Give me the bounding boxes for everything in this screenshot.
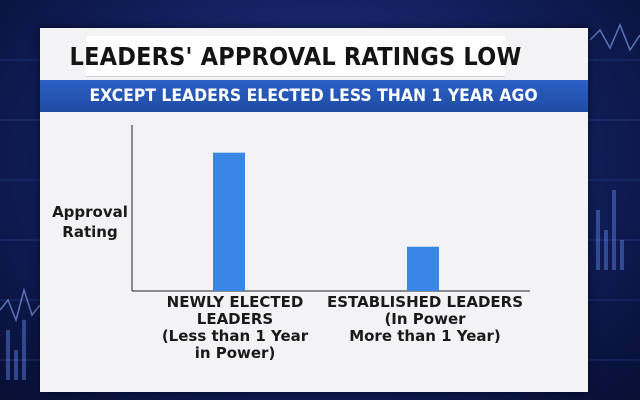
- category-1-line-1: ESTABLISHED LEADERS: [326, 293, 524, 311]
- category-label-newly-elected: NEWLY ELECTED LEADERS (Less than 1 Year …: [150, 294, 320, 362]
- category-1-note-2: More than 1 Year): [349, 327, 501, 345]
- category-0-note-2: in Power): [194, 344, 276, 362]
- y-axis-label-line-2: Rating: [62, 223, 118, 241]
- category-0-line-2: LEADERS: [196, 310, 274, 328]
- category-0-line-1: NEWLY ELECTED: [166, 293, 304, 311]
- bar-newly-elected-leaders: [213, 152, 245, 291]
- category-1-note-1: (In Power: [384, 310, 466, 328]
- chart-subtitle-text: EXCEPT LEADERS ELECTED LESS THAN 1 YEAR …: [89, 86, 539, 106]
- category-0-note-1: (Less than 1 Year: [161, 327, 309, 345]
- chart-title: LEADERS' APPROVAL RATINGS LOW: [70, 36, 521, 77]
- y-axis-label-line-1: Approval: [52, 203, 128, 221]
- bar-established-leaders: [407, 246, 439, 291]
- chart-subtitle: EXCEPT LEADERS ELECTED LESS THAN 1 YEAR …: [40, 80, 588, 112]
- category-label-established: ESTABLISHED LEADERS (In Power More than …: [325, 294, 525, 345]
- y-axis-label: Approval Rating: [50, 202, 130, 242]
